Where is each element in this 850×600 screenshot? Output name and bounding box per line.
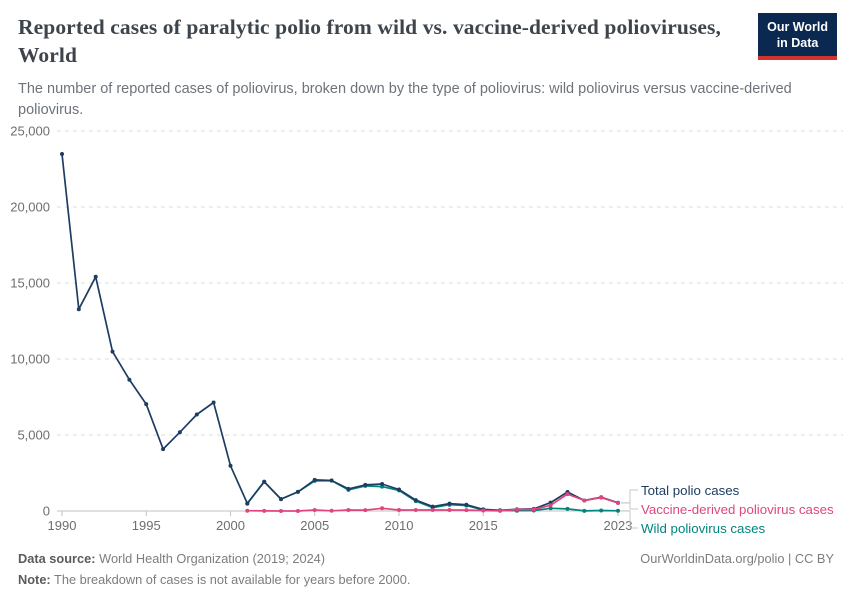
chart-header: Reported cases of paralytic polio from w… xyxy=(0,0,850,121)
data-point[interactable] xyxy=(194,412,199,417)
data-source-label: Data source: xyxy=(18,551,96,566)
data-point[interactable] xyxy=(60,152,64,156)
data-point[interactable] xyxy=(565,506,570,511)
data-point[interactable] xyxy=(514,507,519,512)
x-tick-label: 1995 xyxy=(132,518,161,533)
data-point[interactable] xyxy=(430,504,435,509)
data-point[interactable] xyxy=(127,377,132,382)
chart-subtitle: The number of reported cases of poliovir… xyxy=(18,81,792,119)
y-tick-label: 20,000 xyxy=(10,200,50,215)
y-tick-label: 10,000 xyxy=(10,352,50,367)
data-point[interactable] xyxy=(295,509,300,513)
legend-item-total-polio-cases[interactable]: Total polio cases xyxy=(641,483,740,498)
data-point[interactable] xyxy=(413,508,418,512)
data-source-line: Data source: World Health Organization (… xyxy=(18,548,410,569)
owid-logo[interactable]: Our World in Data xyxy=(758,13,837,60)
y-tick-label: 15,000 xyxy=(10,276,50,291)
data-point[interactable] xyxy=(177,430,182,435)
legend-connector xyxy=(621,489,638,504)
data-point[interactable] xyxy=(312,477,317,482)
legend-connector xyxy=(621,510,638,529)
owid-logo-line1: Our World xyxy=(767,20,828,34)
data-point[interactable] xyxy=(616,508,620,513)
owid-logo-line2: in Data xyxy=(776,36,819,51)
data-point[interactable] xyxy=(498,508,503,513)
series-vaccine-derived-poliovirus-cases[interactable] xyxy=(245,492,620,513)
data-point[interactable] xyxy=(464,508,469,513)
chart-area[interactable]: 0 5,000 10,000 15,000 20,000 25,000 1990 1995 20… xyxy=(0,120,850,548)
x-tick-label: 2000 xyxy=(216,518,245,533)
data-point[interactable] xyxy=(346,486,351,491)
line-chart[interactable]: 0 5,000 10,000 15,000 20,000 25,000 1990 1995 20… xyxy=(0,120,850,553)
data-point[interactable] xyxy=(279,497,283,502)
x-tick-label: 2010 xyxy=(385,518,414,533)
data-point[interactable] xyxy=(363,508,368,513)
data-point[interactable] xyxy=(346,508,351,512)
data-point[interactable] xyxy=(481,508,486,513)
data-point[interactable] xyxy=(599,495,604,500)
chart-legend: Total polio cases Vaccine-derived poliov… xyxy=(641,481,834,538)
data-point[interactable] xyxy=(447,501,452,506)
data-point[interactable] xyxy=(548,503,553,508)
y-tick-label: 25,000 xyxy=(10,124,50,139)
data-point[interactable] xyxy=(380,506,385,511)
y-tick-label: 0 xyxy=(43,504,50,519)
data-point[interactable] xyxy=(262,479,267,484)
data-point[interactable] xyxy=(582,508,587,513)
note-text: The breakdown of cases is not available … xyxy=(54,572,411,588)
data-point[interactable] xyxy=(329,478,334,483)
data-point[interactable] xyxy=(464,502,469,507)
data-point[interactable] xyxy=(582,498,587,503)
data-point[interactable] xyxy=(245,501,250,506)
data-point[interactable] xyxy=(279,509,283,513)
data-point[interactable] xyxy=(363,482,368,487)
y-tick-label: 5,000 xyxy=(17,428,50,443)
footer-left: Data source: World Health Organization (… xyxy=(18,548,410,590)
data-point[interactable] xyxy=(211,400,216,405)
data-point[interactable] xyxy=(93,274,98,279)
data-point[interactable] xyxy=(430,508,435,512)
data-point[interactable] xyxy=(380,482,385,486)
data-point[interactable] xyxy=(397,487,401,492)
data-point[interactable] xyxy=(245,508,250,513)
data-point[interactable] xyxy=(565,492,570,497)
data-point[interactable] xyxy=(262,508,267,513)
data-point[interactable] xyxy=(413,498,418,503)
data-point[interactable] xyxy=(447,508,452,512)
note-label: Note: xyxy=(18,572,51,588)
chart-footer: Data source: World Health Organization (… xyxy=(18,548,834,590)
series-total-polio-cases[interactable] xyxy=(60,152,620,513)
data-point[interactable] xyxy=(312,508,317,512)
chart-canvas[interactable]: 0 5,000 10,000 15,000 20,000 25,000 1990 1995 20… xyxy=(0,120,850,548)
x-tick-label: 2015 xyxy=(469,518,498,533)
x-tick-label: 2023 xyxy=(604,518,633,533)
data-point[interactable] xyxy=(548,506,553,511)
data-point[interactable] xyxy=(616,501,620,505)
data-point[interactable] xyxy=(295,489,300,494)
data-point[interactable] xyxy=(228,463,233,468)
data-point[interactable] xyxy=(599,508,604,513)
x-tick-label: 2005 xyxy=(300,518,329,533)
data-point[interactable] xyxy=(397,508,401,512)
data-point[interactable] xyxy=(161,447,166,452)
legend-item-vaccine-derived-poliovirus-cases[interactable]: Vaccine-derived poliovirus cases xyxy=(641,502,834,517)
data-point[interactable] xyxy=(76,307,81,312)
data-point[interactable] xyxy=(110,349,115,354)
data-point[interactable] xyxy=(531,507,536,512)
page-title: Reported cases of paralytic polio from w… xyxy=(18,15,721,67)
legend-connector xyxy=(621,502,638,510)
x-tick-label: 1990 xyxy=(48,518,77,533)
data-point[interactable] xyxy=(329,508,334,513)
owid-link[interactable]: OurWorldinData.org/polio | CC BY xyxy=(640,551,834,566)
note-line: Note: The breakdown of cases is not avai… xyxy=(18,569,410,590)
legend-item-wild-poliovirus-cases[interactable]: Wild poliovirus cases xyxy=(641,521,766,536)
data-source-text: World Health Organization (2019; 2024) xyxy=(99,551,326,566)
data-point[interactable] xyxy=(144,402,149,407)
